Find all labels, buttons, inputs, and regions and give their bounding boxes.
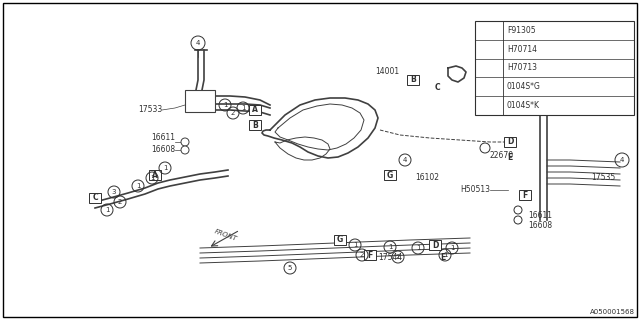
Text: 5: 5 — [568, 40, 572, 46]
Text: 1: 1 — [163, 165, 167, 171]
Text: 16611: 16611 — [151, 133, 175, 142]
Text: B: B — [252, 121, 258, 130]
Bar — [149, 170, 161, 180]
Text: 17533: 17533 — [138, 106, 162, 115]
Text: 1: 1 — [353, 242, 357, 248]
Text: 2: 2 — [486, 46, 491, 52]
Text: G: G — [337, 236, 343, 244]
Text: F91305: F91305 — [507, 26, 536, 35]
Text: E: E — [440, 253, 445, 262]
Text: 1: 1 — [388, 244, 392, 250]
Text: A050001568: A050001568 — [590, 309, 635, 315]
Text: 1: 1 — [136, 183, 140, 189]
Text: A: A — [252, 106, 258, 115]
Text: 16102: 16102 — [415, 173, 439, 182]
Text: 1: 1 — [105, 207, 109, 213]
Circle shape — [181, 146, 189, 154]
Text: 1: 1 — [223, 102, 227, 108]
Text: 16608: 16608 — [528, 220, 552, 229]
Bar — [519, 190, 531, 200]
Circle shape — [181, 138, 189, 146]
Text: 16608: 16608 — [151, 146, 175, 155]
Text: 2: 2 — [231, 110, 235, 116]
Text: 4: 4 — [486, 84, 491, 90]
Text: 1: 1 — [443, 252, 447, 258]
Bar — [364, 250, 376, 260]
Bar — [384, 170, 396, 180]
Text: 3: 3 — [112, 189, 116, 195]
Text: 1: 1 — [486, 27, 491, 33]
Text: 17535: 17535 — [591, 173, 615, 182]
Text: B: B — [410, 76, 416, 84]
Text: H50513: H50513 — [460, 186, 490, 195]
Text: C: C — [434, 84, 440, 92]
Text: 14001: 14001 — [375, 68, 399, 76]
Bar — [475, 21, 634, 115]
Text: 0104S*G: 0104S*G — [507, 82, 541, 92]
Text: 4: 4 — [403, 157, 407, 163]
Text: 4: 4 — [196, 40, 200, 46]
Text: C: C — [92, 194, 98, 203]
Bar — [504, 137, 516, 147]
Bar — [89, 193, 101, 203]
Text: H40325: H40325 — [500, 74, 530, 83]
Text: 2: 2 — [118, 199, 122, 205]
Text: H70713: H70713 — [507, 63, 537, 73]
Bar — [185, 90, 215, 112]
Text: 3: 3 — [486, 65, 491, 71]
Text: D: D — [432, 241, 438, 250]
Bar — [249, 105, 261, 115]
Text: 0104S*K: 0104S*K — [507, 101, 540, 110]
Text: 2: 2 — [396, 254, 400, 260]
Text: 16611: 16611 — [528, 211, 552, 220]
Text: 1: 1 — [241, 105, 245, 111]
Bar — [249, 120, 261, 130]
Text: 22670: 22670 — [490, 150, 514, 159]
Text: 1: 1 — [450, 245, 454, 251]
Text: 5: 5 — [486, 103, 491, 109]
Text: G: G — [387, 171, 393, 180]
Text: FRONT: FRONT — [214, 228, 238, 242]
Text: 2: 2 — [360, 252, 364, 258]
Text: F: F — [522, 190, 527, 199]
Text: F: F — [367, 251, 372, 260]
Text: 5: 5 — [288, 265, 292, 271]
Text: 17544: 17544 — [378, 253, 403, 262]
Text: H70714: H70714 — [507, 44, 537, 54]
Text: 4: 4 — [620, 157, 624, 163]
Bar — [429, 240, 441, 250]
Text: A: A — [152, 171, 158, 180]
Text: 1: 1 — [416, 245, 420, 251]
Text: 4: 4 — [488, 65, 492, 71]
Text: 1: 1 — [150, 175, 154, 181]
Bar — [407, 75, 419, 85]
Text: E: E — [508, 154, 513, 163]
Bar — [334, 235, 346, 245]
Text: D: D — [507, 138, 513, 147]
